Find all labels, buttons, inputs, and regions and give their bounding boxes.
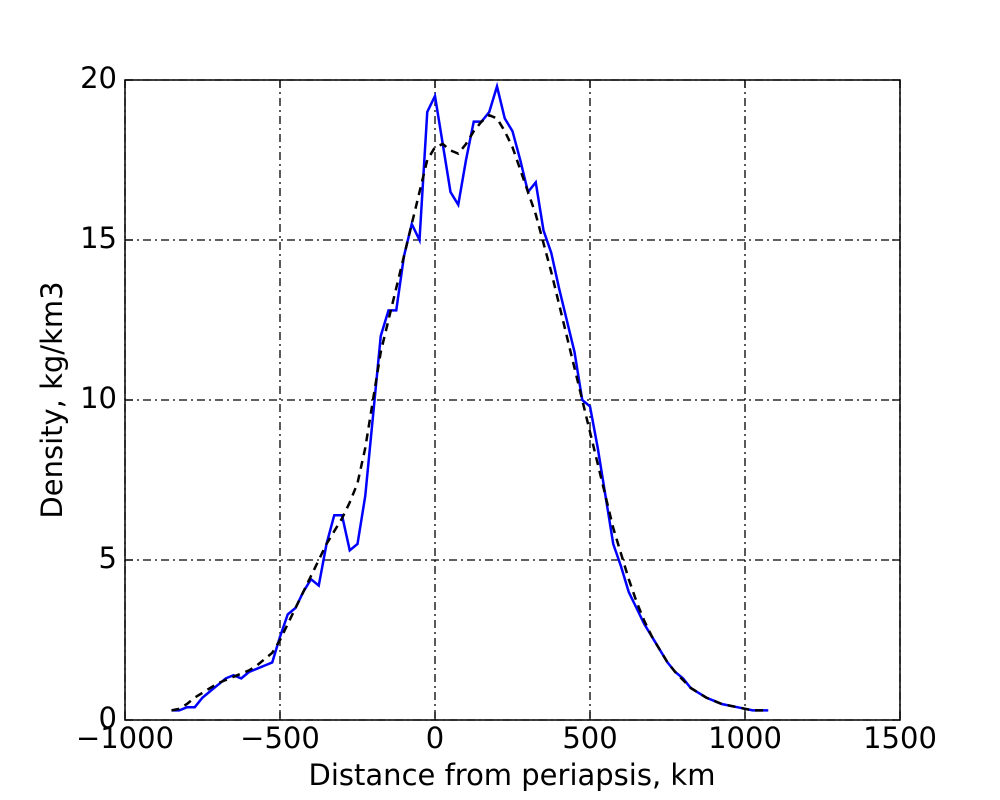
plot-frame — [124, 79, 901, 721]
y-tick-label: 20 — [80, 61, 117, 95]
data-line — [171, 81, 769, 712]
y-tick-label: 5 — [99, 541, 117, 575]
x-tick-label: 1500 — [863, 721, 937, 755]
y-axis-label: Density, kg/km3 — [35, 281, 69, 518]
x-tick-label: 500 — [562, 721, 617, 755]
x-tick-label: 0 — [426, 721, 444, 755]
y-tick-label: 15 — [80, 221, 117, 255]
y-tick-label: 10 — [80, 381, 117, 415]
y-tick-label: 0 — [99, 701, 117, 735]
x-axis-label: Distance from periapsis, km — [309, 758, 716, 792]
data-line — [171, 113, 769, 712]
x-tick-label: 1000 — [708, 721, 782, 755]
x-tick-label: −500 — [240, 721, 320, 755]
x-tick-label: −1000 — [76, 721, 174, 755]
